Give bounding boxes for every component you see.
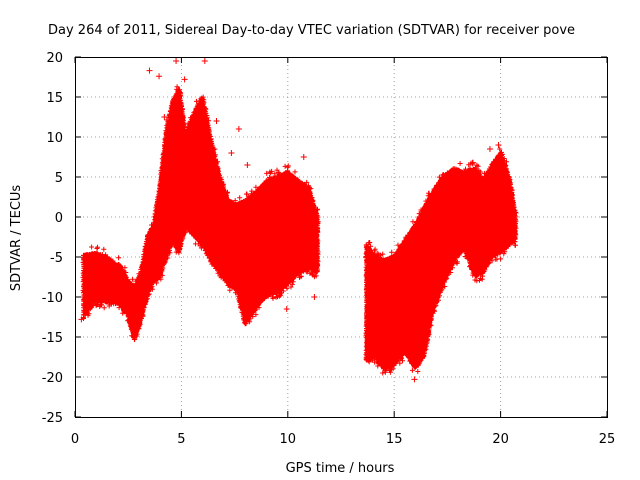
y-tick-label: -10: [42, 291, 63, 306]
plot-frame: [75, 57, 608, 418]
y-tick-label: -25: [42, 411, 63, 426]
data-point: [235, 126, 242, 132]
y-tick-label: -5: [50, 251, 63, 266]
data-point: [469, 159, 476, 166]
x-tick-label: 10: [280, 432, 297, 447]
y-tick-label: 0: [55, 211, 63, 226]
data-point: [495, 142, 502, 148]
y-tick-label: 15: [46, 91, 63, 106]
y-tick-labels: -25 -20 -15 -10 -5 0 5 10 15 20: [42, 51, 63, 426]
x-tick-label: 0: [71, 432, 79, 447]
data-point: [161, 114, 168, 120]
x-tick-labels: 0 5 10 15 20 25: [71, 432, 615, 447]
x-tick-label: 15: [386, 432, 403, 447]
data-point: [146, 67, 153, 74]
data-point: [228, 150, 235, 156]
data-point: [201, 58, 208, 64]
data-point: [78, 316, 85, 323]
chart-title: Day 264 of 2011, Sidereal Day-to-day VTE…: [48, 23, 575, 38]
y-tick-label: 5: [55, 171, 63, 186]
plot-border: [75, 57, 608, 418]
x-tick-label: 20: [492, 432, 509, 447]
data-point: [311, 294, 318, 300]
y-tick-label: -20: [42, 371, 63, 386]
y-axis-label: SDTVAR / TECUs: [9, 185, 24, 292]
data-point: [300, 154, 307, 160]
x-tick-label: 25: [599, 432, 616, 447]
data-point: [486, 146, 493, 152]
x-tick-label: 5: [177, 432, 185, 447]
data-point: [283, 306, 290, 312]
data-point: [265, 286, 272, 292]
axis-ticks: [74, 56, 608, 418]
y-tick-label: 20: [46, 51, 63, 66]
data-point: [369, 258, 376, 264]
data-point: [156, 73, 163, 80]
y-tick-label: -15: [42, 331, 63, 346]
data-points: [78, 58, 519, 383]
data-point: [244, 162, 251, 168]
data-point: [213, 118, 220, 124]
x-axis-label: GPS time / hours: [286, 461, 395, 476]
data-point-cloud: [80, 84, 519, 376]
data-point: [181, 76, 188, 83]
data-point: [173, 58, 180, 64]
data-point: [382, 362, 389, 368]
y-tick-label: 10: [46, 131, 63, 146]
data-point: [411, 376, 418, 383]
